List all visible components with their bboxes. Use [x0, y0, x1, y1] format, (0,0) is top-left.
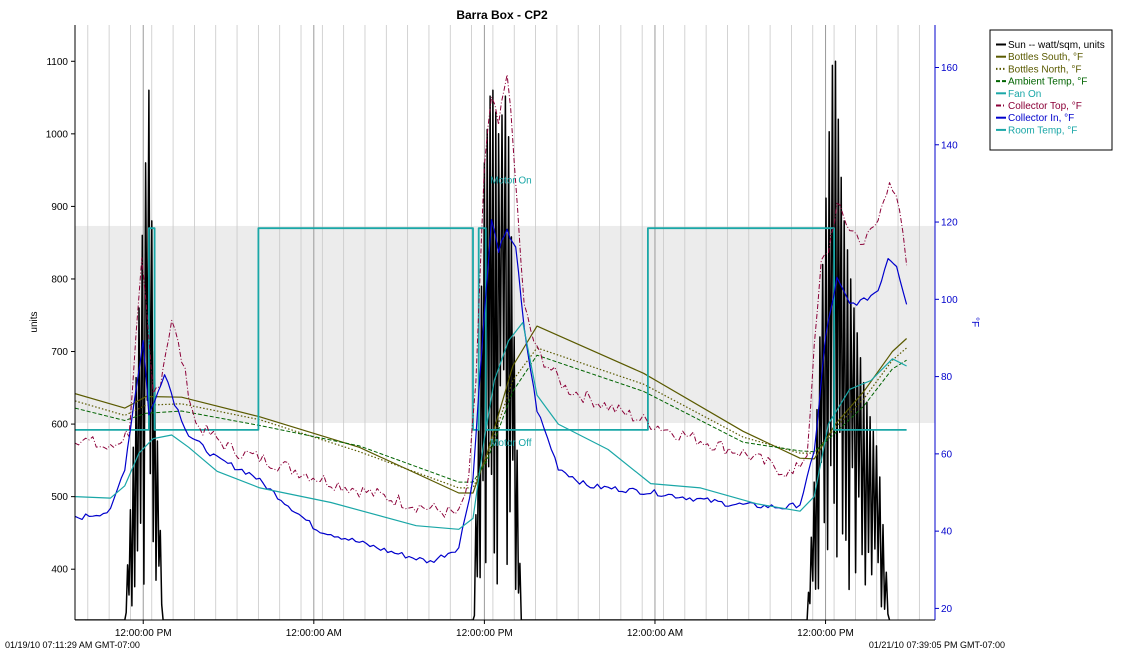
legend-entry-label: Collector Top, °F: [1008, 101, 1082, 112]
right-tick-label: 100: [941, 295, 958, 306]
legend-entry-label: Bottles North, °F: [1008, 64, 1081, 75]
right-tick-label: 60: [941, 449, 953, 460]
right-tick-label: 40: [941, 527, 953, 538]
x-axis-ticks: 12:00:00 PM 12:00:00 AM 12:00:00 PM 12:00:0…: [115, 620, 854, 639]
x-tick-label: 12:00:00 AM: [286, 628, 342, 639]
x-tick-label: 12:00:00 PM: [456, 628, 513, 639]
legend-entry-label: Collector In, °F: [1008, 113, 1074, 124]
x-tick-label: 12:00:00 AM: [627, 628, 683, 639]
series-line: [75, 74, 908, 518]
legend-entry-label: Ambient Temp, °F: [1008, 77, 1087, 88]
series-line: [75, 321, 907, 530]
right-tick-label: 120: [941, 218, 958, 229]
x-end-label: 01/21/10 07:39:05 PM GMT-07:00: [869, 640, 1005, 650]
legend-entry-label: Fan On: [1008, 89, 1041, 100]
right-axis-ticks: 20 40 60 80 100 120 140 160: [935, 63, 958, 615]
right-tick-label: 20: [941, 604, 953, 615]
annotation-label: Motor Off: [490, 438, 532, 449]
left-tick-label: 700: [51, 347, 68, 358]
right-tick-label: 80: [941, 372, 953, 383]
x-tick-label: 12:00:00 PM: [115, 628, 172, 639]
legend-entry-label: Room Temp, °F: [1008, 125, 1077, 136]
right-tick-label: 160: [941, 63, 958, 74]
annotation-label: Motor On: [490, 175, 532, 186]
left-tick-label: 1000: [46, 129, 69, 140]
right-tick-label: 140: [941, 140, 958, 151]
annotations: Motor On Motor Off: [490, 175, 532, 449]
legend-box: [989, 29, 1113, 151]
legend-entry-label: Sun -- watt/sqm, units: [1008, 40, 1105, 51]
left-axis-label: units: [29, 311, 40, 332]
left-axis-ticks: 400 500 600 700 800 900 1000 1100: [46, 57, 75, 576]
left-tick-label: 500: [51, 492, 68, 503]
right-axis-label: °F: [969, 317, 980, 327]
series-line: [75, 354, 907, 483]
series-group: [75, 60, 908, 620]
x-tick-label: 12:00:00 PM: [797, 628, 854, 639]
left-tick-label: 600: [51, 420, 68, 431]
left-tick-label: 800: [51, 274, 68, 285]
left-tick-label: 400: [51, 565, 68, 576]
series-line: [75, 325, 908, 494]
left-tick-label: 1100: [46, 57, 68, 68]
legend-entry-label: Bottles South, °F: [1008, 52, 1083, 63]
x-start-label: 01/19/10 07:11:29 AM GMT-07:00: [5, 640, 140, 650]
chart-title: Barra Box - CP2: [456, 8, 548, 22]
left-tick-label: 900: [51, 202, 68, 213]
